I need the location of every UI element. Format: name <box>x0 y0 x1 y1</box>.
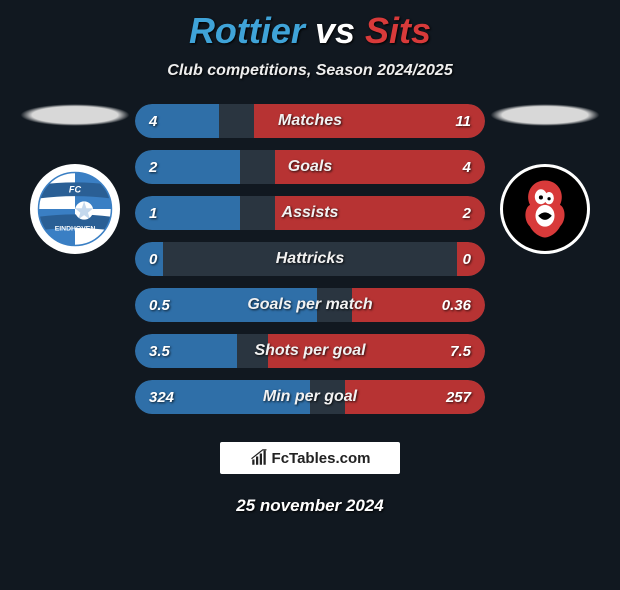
stat-label: Assists <box>135 204 485 222</box>
stat-bar: 0Hattricks0 <box>135 242 485 276</box>
stat-label: Goals <box>135 158 485 176</box>
stat-label: Hattricks <box>135 250 485 268</box>
date-label: 25 november 2024 <box>0 496 620 516</box>
vs-label: vs <box>315 10 355 51</box>
stat-value-right: 4 <box>449 159 485 176</box>
eindhoven-logo-icon: FC EINDHOVEN <box>37 171 113 247</box>
subtitle: Club competitions, Season 2024/2025 <box>0 62 620 80</box>
brand-badge[interactable]: FcTables.com <box>220 442 400 474</box>
stat-bar: 324Min per goal257 <box>135 380 485 414</box>
chart-icon <box>250 449 268 467</box>
right-side <box>485 104 605 254</box>
stat-value-right: 0.36 <box>428 297 485 314</box>
svg-text:EINDHOVEN: EINDHOVEN <box>55 225 96 232</box>
player2-placeholder <box>490 104 600 126</box>
left-side: FC EINDHOVEN <box>15 104 135 254</box>
stat-label: Matches <box>135 112 485 130</box>
main-content: FC EINDHOVEN 4Matches112Goals41Assists20… <box>0 104 620 414</box>
brand-text: FcTables.com <box>272 450 371 467</box>
stat-value-right: 2 <box>449 205 485 222</box>
stat-label: Shots per goal <box>135 342 485 360</box>
club-logo-right <box>500 164 590 254</box>
stat-value-right: 7.5 <box>436 343 485 360</box>
player1-placeholder <box>20 104 130 126</box>
player1-name: Rottier <box>189 10 305 51</box>
stat-bar: 3.5Shots per goal7.5 <box>135 334 485 368</box>
stat-value-right: 0 <box>449 251 485 268</box>
stat-value-right: 11 <box>441 113 485 130</box>
stat-bar: 4Matches11 <box>135 104 485 138</box>
svg-text:FC: FC <box>69 184 82 194</box>
stat-bar: 0.5Goals per match0.36 <box>135 288 485 322</box>
stat-bar: 1Assists2 <box>135 196 485 230</box>
helmond-logo-icon <box>511 175 579 243</box>
stat-bar: 2Goals4 <box>135 150 485 184</box>
stats-bars: 4Matches112Goals41Assists20Hattricks00.5… <box>135 104 485 414</box>
stat-value-right: 257 <box>432 389 485 406</box>
player2-name: Sits <box>365 10 431 51</box>
page-title: Rottier vs Sits <box>0 10 620 52</box>
club-logo-left: FC EINDHOVEN <box>30 164 120 254</box>
